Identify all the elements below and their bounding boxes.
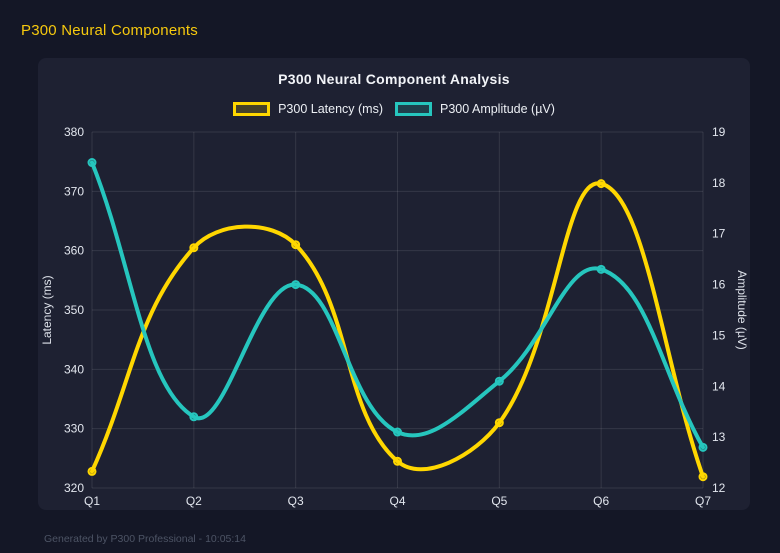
left-axis-tick: 370: [64, 184, 84, 198]
data-point-latency[interactable]: [698, 472, 708, 482]
right-axis-tick: 14: [712, 379, 726, 393]
x-axis-label: Q5: [491, 494, 507, 508]
data-point-amplitude[interactable]: [596, 264, 606, 274]
left-axis-tick: 320: [64, 481, 84, 495]
x-axis-label: Q4: [389, 494, 405, 508]
chart-title: P300 Neural Component Analysis: [278, 71, 510, 87]
right-axis-tick: 18: [712, 176, 726, 190]
x-axis-label: Q2: [186, 494, 202, 508]
left-axis-title: Latency (ms): [40, 275, 54, 344]
right-axis-tick: 19: [712, 125, 726, 139]
x-axis-label: Q6: [593, 494, 609, 508]
series-line-latency[interactable]: [90, 181, 705, 479]
app-header-title: P300 Neural Components: [21, 22, 199, 39]
data-point-amplitude[interactable]: [291, 280, 301, 290]
x-axis-label: Q1: [84, 494, 100, 508]
right-axis-tick: 13: [712, 430, 726, 444]
left-axis-tick: 340: [64, 362, 84, 376]
chart-canvas[interactable]: 320 330 340 350 360 370 380 12 13 14 15 16 17 18 19 Q1 Q…: [38, 58, 750, 510]
x-axis-label: Q7: [695, 494, 711, 508]
right-axis-tick: 16: [712, 278, 726, 292]
left-axis-tick: 380: [64, 125, 84, 139]
right-axis-title: Amplitude (µV): [735, 270, 749, 350]
data-point-latency[interactable]: [189, 243, 199, 253]
data-point-latency[interactable]: [494, 418, 504, 428]
data-point-amplitude[interactable]: [87, 158, 97, 168]
legend-item-amplitude[interactable]: P300 Amplitude (µV): [395, 102, 555, 116]
data-point-amplitude[interactable]: [393, 427, 402, 437]
footer-text: Generated by P300 Professional - 10:05:1…: [44, 533, 246, 545]
legend-item-latency[interactable]: P300 Latency (ms): [233, 102, 383, 116]
data-point-amplitude[interactable]: [189, 412, 199, 422]
legend-label-amplitude: P300 Amplitude (µV): [440, 102, 555, 116]
data-point-latency[interactable]: [596, 179, 606, 189]
data-point-latency[interactable]: [87, 466, 97, 476]
right-axis-tick: 17: [712, 227, 726, 241]
left-axis-tick: 360: [64, 244, 84, 258]
right-axis-tick: 15: [712, 328, 726, 342]
left-axis-tick: 330: [64, 422, 84, 436]
right-axis-tick: 12: [712, 481, 726, 495]
legend-swatch-latency-icon: [233, 102, 271, 116]
data-point-latency[interactable]: [393, 456, 402, 466]
data-point-amplitude[interactable]: [494, 376, 504, 386]
legend-swatch-amplitude-icon: [395, 102, 432, 116]
chart-legend: P300 Latency (ms) P300 Amplitude (µV): [38, 102, 750, 116]
left-axis-tick: 350: [64, 303, 84, 317]
legend-label-latency: P300 Latency (ms): [278, 102, 383, 116]
data-point-latency[interactable]: [291, 240, 301, 250]
series-line-amplitude[interactable]: [90, 160, 705, 450]
x-axis-label: Q3: [288, 494, 304, 508]
chart-card: P300 Neural Component Analysis P300 Late…: [38, 58, 750, 510]
data-point-amplitude[interactable]: [698, 442, 708, 452]
